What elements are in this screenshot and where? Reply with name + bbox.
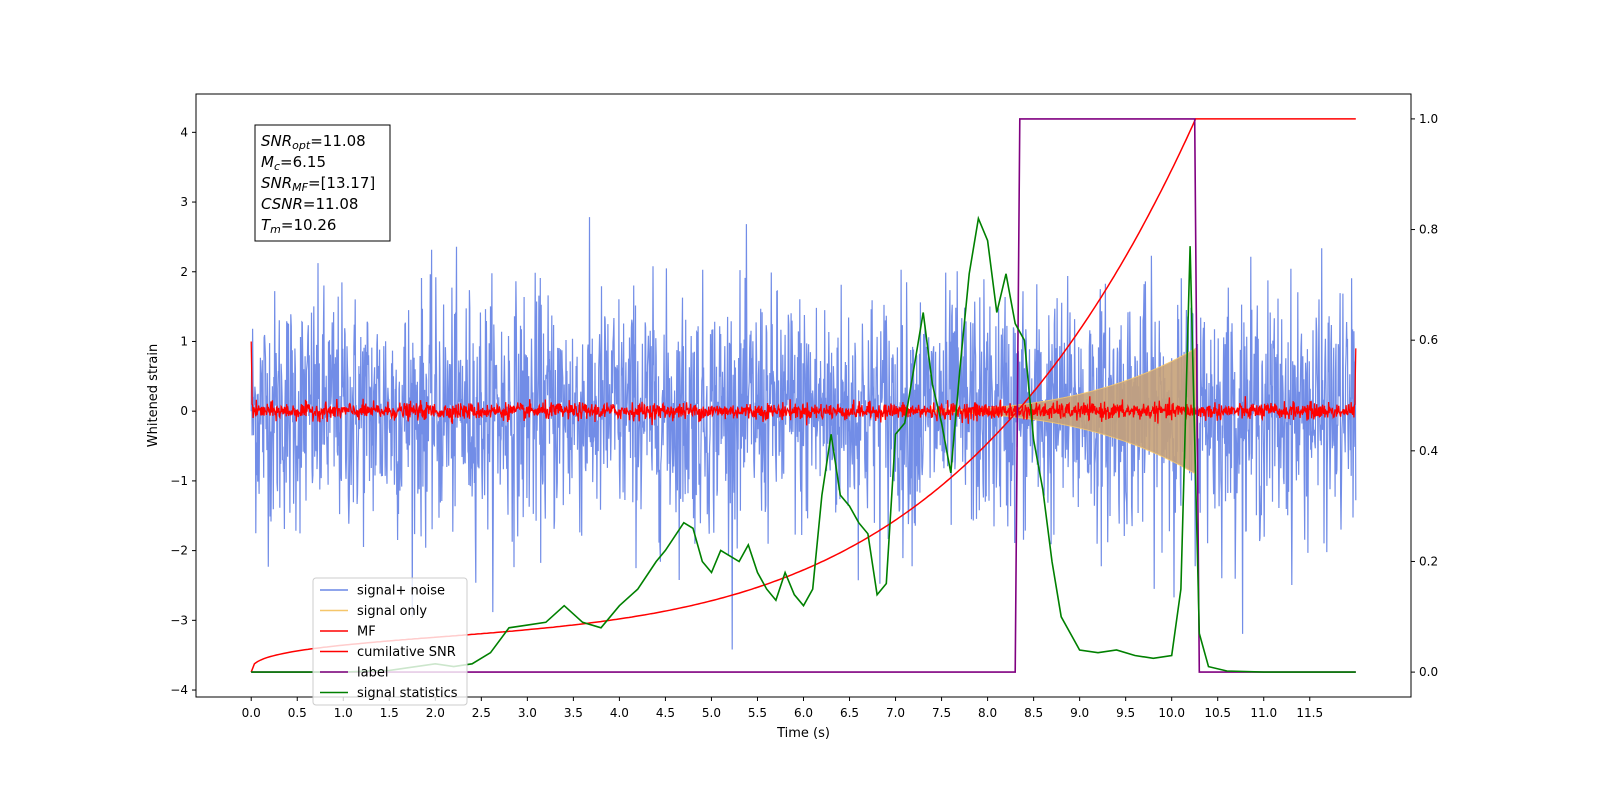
y-axis-label: Whitened strain — [146, 344, 161, 447]
y-tick-label: −3 — [170, 613, 188, 627]
x-tick-label: 1.5 — [380, 706, 399, 720]
x-tick-label: 8.0 — [978, 706, 997, 720]
x-tick-label: 10.5 — [1204, 706, 1231, 720]
x-tick-label: 11.5 — [1296, 706, 1323, 720]
legend-entry: signal only — [357, 604, 427, 619]
x-tick-label: 0.0 — [242, 706, 261, 720]
y-tick-label: −4 — [170, 683, 188, 697]
x-tick-label: 1.0 — [334, 706, 353, 720]
x-tick-label: 0.5 — [288, 706, 307, 720]
x-tick-label: 5.0 — [702, 706, 721, 720]
legend: signal+ noise signal only MF cumilative SNR… — [312, 577, 468, 706]
x-tick-label: 2.0 — [426, 706, 445, 720]
y-tick-label: 2 — [180, 265, 188, 279]
x-tick-label: 4.0 — [610, 706, 629, 720]
legend-entry: MF — [357, 625, 376, 640]
y-tick-label: 0 — [180, 404, 188, 418]
legend-entry: signal statistics — [357, 686, 458, 701]
series-label — [251, 118, 1356, 673]
y2-tick-label: 0.4 — [1419, 444, 1438, 458]
info-line: Tm=10.26 — [261, 216, 336, 236]
x-tick-label: 3.0 — [518, 706, 537, 720]
x-tick-label: 4.5 — [656, 706, 675, 720]
x-tick-label: 10.0 — [1158, 706, 1185, 720]
legend-frame — [312, 577, 468, 706]
series-signal-noise — [250, 217, 1357, 650]
x-tick-label: 9.0 — [1070, 706, 1089, 720]
y-tick-label: −1 — [170, 474, 188, 488]
x-tick-label: 2.5 — [472, 706, 491, 720]
series-signal-statistics — [251, 215, 1356, 673]
y-tick-label: 1 — [180, 334, 188, 348]
legend-entry: signal+ noise — [357, 584, 445, 599]
x-tick-label: 7.5 — [932, 706, 951, 720]
y2-tick-label: 0.2 — [1419, 554, 1438, 568]
legend-entry: label — [357, 666, 388, 681]
info-box: SNRopt=11.08Mc=6.15SNRMF=[13.17]CSNR=11.… — [254, 124, 391, 242]
y2-tick-label: 1.0 — [1419, 112, 1438, 126]
x-axis-label: Time (s) — [776, 726, 830, 741]
x-tick-label: 6.5 — [840, 706, 859, 720]
x-tick-label: 7.0 — [886, 706, 905, 720]
x-tick-label: 6.0 — [794, 706, 813, 720]
x-tick-label: 9.5 — [1116, 706, 1135, 720]
info-line: CSNR=11.08 — [261, 195, 358, 213]
series-mf — [250, 341, 1357, 426]
x-tick-label: 3.5 — [564, 706, 583, 720]
y-tick-label: 3 — [180, 195, 188, 209]
x-tick-label: 8.5 — [1024, 706, 1043, 720]
x-tick-label: 5.5 — [748, 706, 767, 720]
y-tick-label: −2 — [170, 544, 188, 558]
info-line: SNRopt=11.08 — [261, 132, 366, 152]
info-box-frame — [254, 124, 391, 242]
legend-entry: cumilative SNR — [357, 645, 456, 660]
y2-tick-label: 0.0 — [1419, 665, 1438, 679]
x-tick-label: 11.0 — [1250, 706, 1277, 720]
y2-tick-label: 0.6 — [1419, 333, 1438, 347]
info-line: Mc=6.15 — [261, 153, 326, 173]
y-tick-label: 4 — [180, 125, 188, 139]
info-line: SNRMF=[13.17] — [261, 174, 375, 194]
y2-tick-label: 0.8 — [1419, 223, 1438, 237]
